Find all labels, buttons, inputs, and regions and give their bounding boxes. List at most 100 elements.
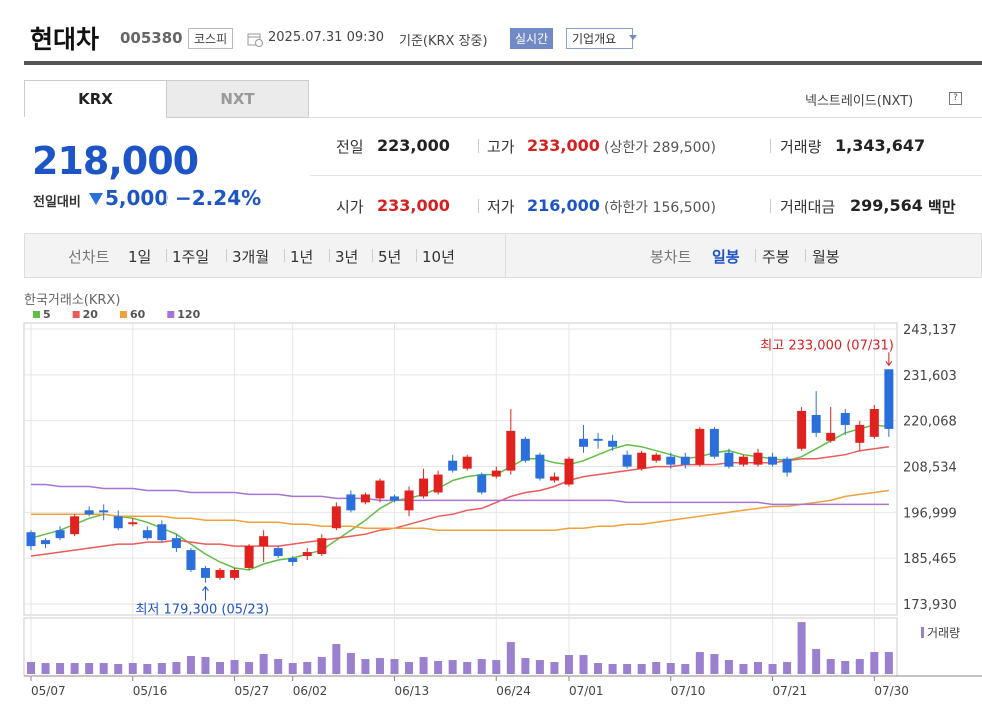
volume-bar [710,654,719,674]
candle-body [869,409,879,437]
period-button[interactable]: 5년 [378,248,402,266]
help-icon[interactable]: ? [949,92,962,105]
volume-bar [274,659,283,674]
period-button[interactable]: 1주일 [172,248,210,266]
chart-source: 한국거래소(KRX) [24,293,120,308]
quote-value: 1,343,647 [835,136,926,155]
dropdown-arrow [629,35,637,40]
candle-body [317,538,327,555]
legend-swatch [33,311,40,318]
candle-body [375,480,385,499]
candle-body [200,567,210,578]
candle-body [608,440,618,447]
candle-body [244,546,254,568]
candle-body [390,496,399,501]
legend-label: 120 [177,308,200,321]
candle-body [142,530,152,539]
candle-body [171,538,181,549]
candle-body [404,490,414,511]
period-button[interactable]: 10년 [422,248,455,266]
volume-bar [870,652,879,674]
legend-swatch [72,311,80,318]
candle-body [520,438,530,461]
candle-body [564,458,574,485]
candle-body [753,452,763,465]
volume-bar [186,656,195,674]
volume-bar [27,662,35,674]
candle-body [884,369,894,429]
candle-body [535,454,545,479]
period-button[interactable]: 3년 [335,248,359,266]
quote-unit: 백만 [928,198,956,216]
candle-body [593,438,603,441]
candle-body [230,569,240,578]
volume-bar [506,642,515,674]
candle-body [128,522,138,525]
volume-bar [754,662,762,674]
volume-bar [85,663,94,674]
quote-value: 216,000 [527,196,600,215]
separator [478,199,479,213]
quote-value: 233,000 [527,136,600,155]
overview-button[interactable]: 기업개요 [566,28,634,49]
period-button[interactable]: 1일 [128,248,152,266]
low-annotation: 최저 179,300 (05/23) [135,603,269,618]
high-arrow [885,352,893,367]
separator [770,139,771,153]
volume-bar [390,659,399,674]
x-tick-label: 07/30 [874,684,909,698]
x-tick-label: 06/24 [496,684,531,698]
x-tick-label: 06/02 [293,684,328,698]
basis: 기준(KRX 장중) [399,34,488,49]
volume-bar [855,659,864,674]
legend-label: 5 [43,308,51,321]
nxt-link[interactable]: 넥스트레이드(NXT) [805,94,914,109]
quote-note: (하한가 156,500) [604,200,716,216]
market-badge: 코스피 [188,28,234,49]
volume-bar [695,652,704,674]
volume-bar [434,661,443,674]
tab-nxt[interactable]: NXT [166,80,309,118]
candle-body [55,530,65,539]
candle-button[interactable]: 월봉 [812,248,840,266]
candle-body [259,536,269,547]
y-tick-label: 243,137 [903,323,957,338]
candle-body [855,424,865,443]
candle-button[interactable]: 일봉 [712,248,740,266]
volume-bar [681,664,690,674]
volume-bar [666,663,675,674]
realtime-badge[interactable]: 실시간 [510,28,554,49]
candle-body [724,452,734,467]
y-tick-label: 185,465 [903,552,957,567]
x-tick-label: 06/13 [395,684,430,698]
change-pct: −2.24% [175,186,262,210]
period-label: 봉차트 [650,248,692,266]
candle-button[interactable]: 주봉 [762,248,790,266]
ma-line [30,424,890,571]
separator [166,249,167,262]
candle-body [70,516,80,535]
quote-value: 223,000 [377,136,450,155]
period-button[interactable]: 1년 [290,248,314,266]
candle-body [637,452,647,469]
separator [372,249,373,262]
volume-bar [56,663,65,674]
separator [166,192,167,206]
x-tick-label: 07/10 [671,684,706,698]
volume-bar [41,663,50,674]
volume-bar [448,660,457,674]
tab-krx[interactable]: KRX [24,80,167,117]
separator [755,249,756,262]
volume-bar [812,649,821,674]
period-button[interactable]: 3개월 [232,248,270,266]
stock-code: 005380 [120,29,183,47]
separator [329,249,330,262]
candle-body [549,476,559,481]
volume-bar [70,663,79,674]
candle-body [273,548,283,557]
candle-body [302,552,312,557]
candle-body [477,474,487,493]
volume-bar [303,662,312,674]
